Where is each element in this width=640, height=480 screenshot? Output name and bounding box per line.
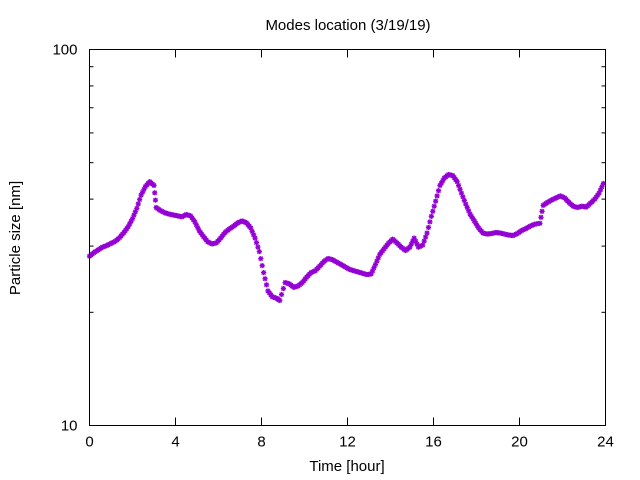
data-point bbox=[135, 201, 141, 207]
data-point bbox=[134, 205, 140, 211]
data-point bbox=[425, 224, 432, 231]
x-tick-label: 24 bbox=[597, 434, 614, 451]
y-tick-label: 10 bbox=[61, 418, 78, 435]
data-point bbox=[152, 197, 159, 203]
data-point bbox=[430, 208, 436, 214]
data-point bbox=[261, 270, 267, 276]
data-point bbox=[424, 230, 430, 236]
data-point bbox=[258, 256, 264, 262]
x-tick-label: 20 bbox=[511, 434, 528, 451]
chart-title: Modes location (3/19/19) bbox=[265, 17, 430, 34]
x-axis-label: Time [hour] bbox=[309, 458, 384, 475]
x-tick-label: 4 bbox=[171, 434, 179, 451]
data-point bbox=[280, 285, 286, 292]
y-tick-label: 100 bbox=[52, 42, 77, 59]
data-point bbox=[137, 196, 143, 203]
data-point bbox=[151, 182, 157, 189]
y-axis-label: Particle size [nm] bbox=[7, 181, 24, 295]
data-point bbox=[428, 213, 434, 219]
data-point bbox=[600, 180, 606, 187]
x-tick-label: 16 bbox=[425, 434, 442, 451]
data-point bbox=[457, 186, 463, 192]
data-points bbox=[86, 171, 606, 304]
axis-ticks bbox=[89, 49, 606, 426]
data-point bbox=[435, 188, 442, 194]
data-point bbox=[253, 240, 260, 246]
data-point bbox=[259, 263, 265, 269]
data-point bbox=[539, 208, 545, 214]
data-point bbox=[252, 235, 258, 241]
data-point bbox=[538, 214, 544, 220]
x-tick-label: 8 bbox=[257, 434, 265, 451]
data-point bbox=[434, 193, 440, 199]
data-point bbox=[427, 219, 433, 225]
data-point bbox=[431, 203, 437, 209]
data-point bbox=[256, 249, 262, 255]
data-point bbox=[263, 282, 270, 288]
data-point bbox=[278, 291, 285, 298]
data-point bbox=[255, 244, 261, 250]
x-tick-label: 0 bbox=[85, 434, 93, 451]
data-point bbox=[262, 276, 268, 282]
tick-labels: 0 4 8 12 16 20 24 10 100 bbox=[52, 42, 613, 451]
data-point bbox=[433, 198, 439, 204]
data-point bbox=[537, 220, 543, 226]
plot-frame bbox=[89, 49, 606, 426]
data-point bbox=[152, 190, 158, 196]
data-point bbox=[277, 297, 283, 304]
x-tick-label: 12 bbox=[339, 434, 356, 451]
